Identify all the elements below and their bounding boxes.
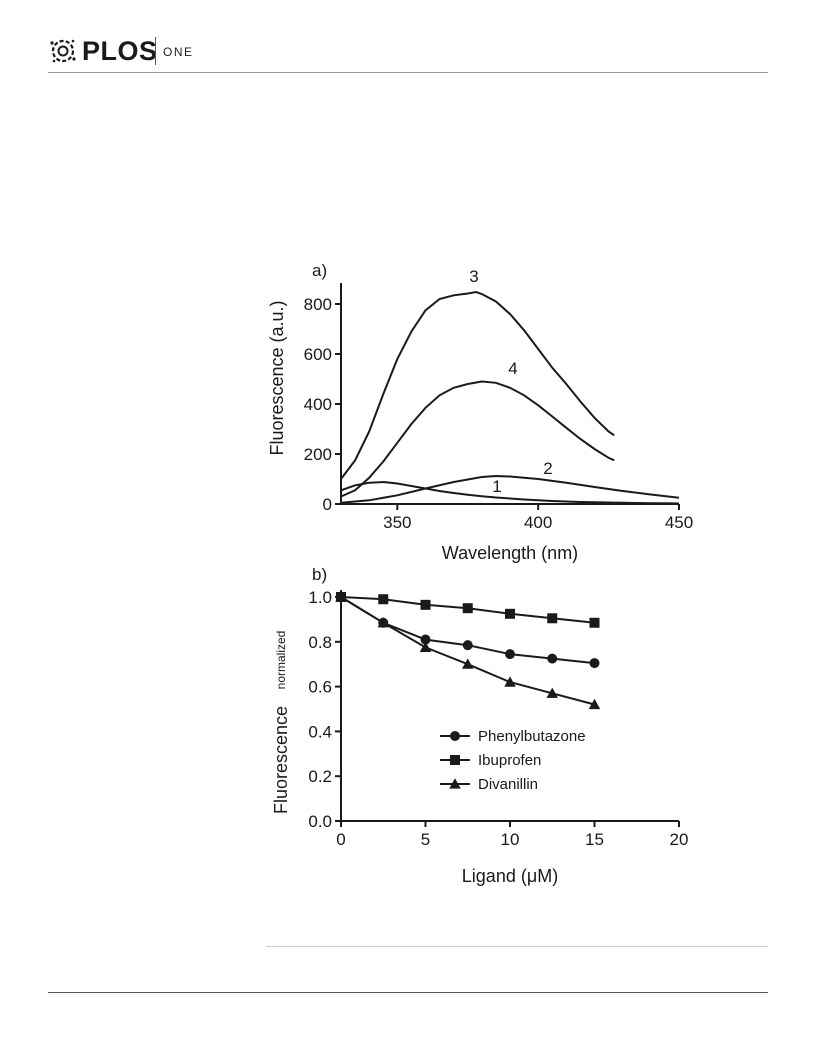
- panel-a-y-tick-label: 400: [304, 395, 332, 414]
- panel-b-label: b): [312, 565, 327, 584]
- panel-b-point-divanillin: [546, 687, 558, 698]
- panel-b-y-axis-label-group: Fluorescence normalized: [271, 631, 291, 814]
- panel-a-series-label-2: 2: [543, 459, 552, 478]
- panel-b-point-phenylbutazone: [420, 634, 431, 645]
- legend-label-divanillin: Divanillin: [478, 776, 538, 793]
- panel-a-x-axis-label: Wavelength (nm): [442, 543, 578, 563]
- panel-a-chart: a) 350 400 450 0 200 400 600 800 1 2 3 4 Wavelength…: [267, 261, 693, 563]
- panel-b-point-ibuprofen: [547, 613, 558, 624]
- panel-a-plot-area: 350 400 450 0 200 400 600 800 1 2 3 4: [304, 267, 694, 532]
- footer-divider: [48, 992, 768, 993]
- panel-b-point-ibuprofen: [462, 603, 473, 614]
- panel-b-point-divanillin: [588, 698, 601, 710]
- panel-b-y-tick-label: 0.6: [308, 678, 332, 697]
- panel-a-series-line-4: [340, 380, 615, 498]
- panel-a-label: a): [312, 261, 327, 280]
- panel-b-x-tick-label: 15: [585, 830, 604, 849]
- panel-a-series-line-2: [340, 474, 680, 504]
- panel-a-series-line-1: [340, 480, 680, 505]
- caption-divider: [266, 946, 768, 947]
- panel-a-x-tick-label: 350: [383, 513, 411, 532]
- panel-b-point-divanillin: [377, 617, 389, 628]
- panel-b-plot-area: 0 5 10 15 20 0.0 0.2 0.4 0.6 0.8 1.0: [308, 588, 688, 849]
- header-divider: [48, 72, 768, 73]
- panel-a-series-line-3: [340, 290, 615, 480]
- panel-b-legend: Phenylbutazone Ibuprofen Divanillin: [440, 728, 586, 793]
- panel-a-series-label-4: 4: [508, 359, 517, 378]
- panel-b-point-ibuprofen: [505, 608, 515, 619]
- panel-b-point-phenylbutazone: [547, 653, 558, 664]
- panel-a-y-tick-label: 800: [304, 295, 332, 314]
- panel-b-point-divanillin: [335, 591, 347, 602]
- legend-label-phenylbutazone: Phenylbutazone: [478, 728, 586, 745]
- panel-b-point-phenylbutazone: [589, 658, 600, 669]
- panel-b-x-tick-label: 20: [670, 830, 689, 849]
- panel-b-x-tick-label: 10: [501, 830, 520, 849]
- logo-separator: [155, 37, 156, 65]
- panel-a-x-tick-label: 400: [524, 513, 552, 532]
- panel-b-y-tick-label: 1.0: [308, 588, 332, 607]
- panel-a-x-tick-label: 450: [665, 513, 693, 532]
- panel-b-chart: b) 0 5 10 15 20 0.0 0.2 0.4 0.6 0.8 1.0 Ligand (μM…: [271, 565, 688, 886]
- panel-b-point-ibuprofen: [420, 599, 431, 610]
- panel-a-y-axis-label: Fluorescence (a.u.): [267, 300, 287, 455]
- legend-marker-ibuprofen: [450, 755, 460, 765]
- panel-b-y-axis-label: Fluorescence: [271, 706, 291, 814]
- panel-b-point-divanillin: [504, 676, 516, 687]
- panel-b-y-tick-label: 0.2: [308, 767, 332, 786]
- panel-b-point-ibuprofen: [589, 617, 600, 628]
- panel-b-y-axis-label-subscript: normalized: [274, 631, 288, 690]
- legend-marker-divanillin: [449, 778, 461, 789]
- panel-a-series-label-1: 1: [492, 477, 501, 496]
- panel-b-x-axis-label: Ligand (μM): [462, 866, 558, 886]
- panel-b-x-tick-label: 0: [336, 830, 345, 849]
- panel-b-point-divanillin: [462, 658, 474, 669]
- panel-a-y-tick-label: 600: [304, 345, 332, 364]
- panel-a-y-tick-label: 200: [304, 445, 332, 464]
- legend-label-ibuprofen: Ibuprofen: [478, 752, 541, 769]
- panel-a-y-tick-label: 0: [323, 495, 332, 514]
- panel-b-point-phenylbutazone: [462, 640, 473, 651]
- legend-marker-phenylbutazone: [450, 731, 460, 741]
- panel-b-point-phenylbutazone: [505, 649, 515, 660]
- panel-b-y-tick-label: 0.8: [308, 633, 332, 652]
- panel-a-series-label-3: 3: [469, 267, 478, 286]
- panel-b-point-ibuprofen: [378, 594, 389, 605]
- panel-b-x-tick-label: 5: [421, 830, 430, 849]
- plos-globe-icon: [50, 39, 76, 63]
- panel-b-y-tick-label: 0.0: [308, 812, 332, 831]
- journal-name: ONE: [163, 45, 194, 59]
- brand-name: PLOS: [82, 36, 158, 66]
- panel-b-point-divanillin: [419, 641, 432, 652]
- panel-b-y-tick-label: 0.4: [308, 722, 332, 741]
